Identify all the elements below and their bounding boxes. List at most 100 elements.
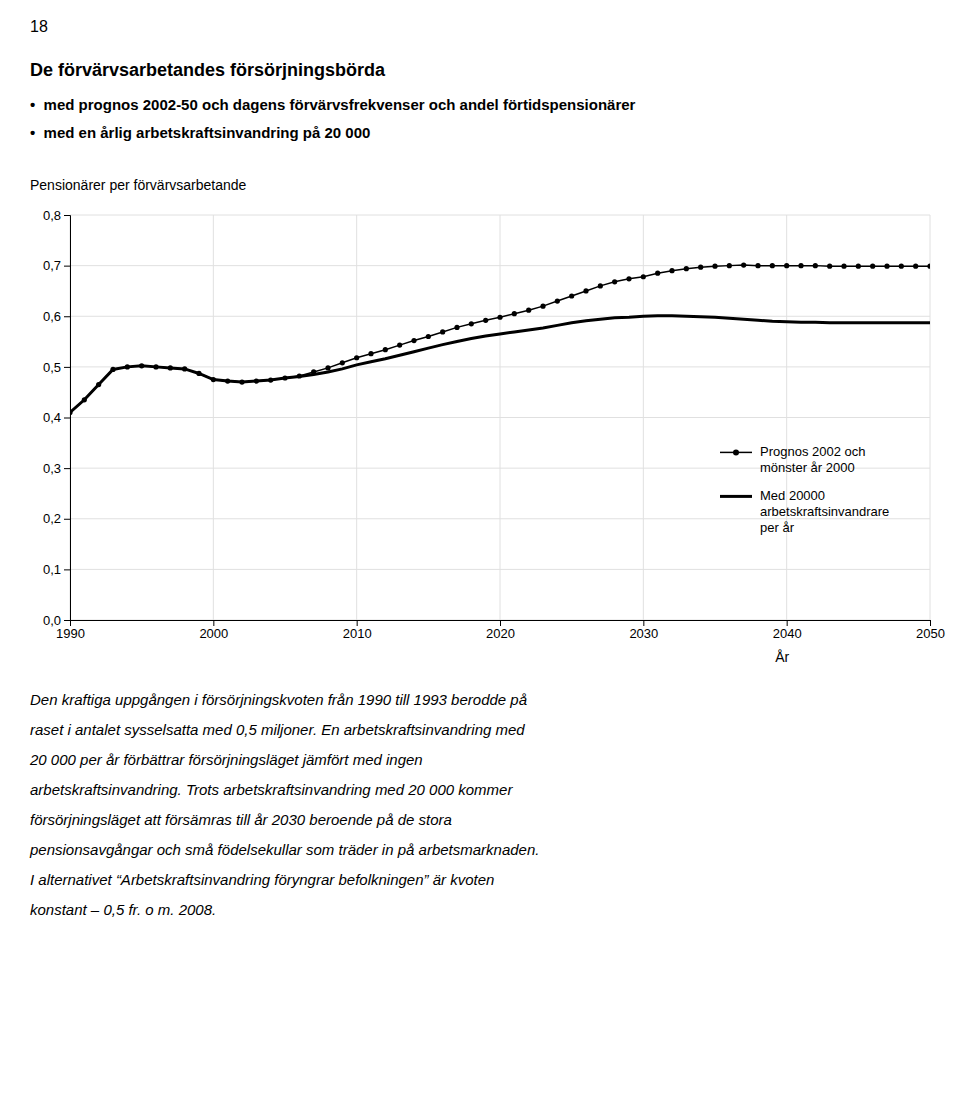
series-point	[268, 377, 273, 382]
series-point	[684, 266, 689, 271]
y-axis-line	[64, 216, 71, 621]
x-axis-title: År	[775, 649, 789, 665]
y-tick: 0,1	[43, 562, 70, 577]
series-point	[741, 263, 746, 268]
series-point	[555, 298, 560, 303]
series-point	[469, 321, 474, 326]
y-tick: 0,0	[43, 613, 70, 628]
series-point	[698, 265, 703, 270]
series-point	[669, 268, 674, 273]
x-tick-label: 1990	[56, 626, 85, 641]
chart: 18De förvärvsarbetandes försörjningsbörd…	[0, 0, 960, 1106]
x-tick-label: 2040	[773, 626, 802, 641]
subtitle: • med prognos 2002-50 och dagens förvärv…	[30, 96, 636, 113]
x-axis: 1990 2000 2010 2020 2030 2040 2050	[56, 620, 945, 641]
series-point	[383, 347, 388, 352]
series-point	[827, 264, 832, 269]
series-point	[397, 343, 402, 348]
x-tick: 2040	[773, 620, 802, 641]
series-point	[727, 263, 732, 268]
legend: Prognos 2002 ochmönster år 2000 Med 20000…	[720, 444, 889, 535]
body-text: försörjningsläget att försämras till år …	[30, 811, 452, 828]
series-point	[813, 263, 818, 268]
series-point	[211, 377, 216, 382]
series-point	[426, 334, 431, 339]
x-tick-mark	[787, 620, 788, 626]
x-tick: 2020	[486, 620, 515, 641]
series-point	[870, 264, 875, 269]
series-point	[655, 271, 660, 276]
y-tick-label: 0,5	[43, 360, 61, 375]
x-tick-mark	[213, 620, 214, 626]
series-point	[340, 360, 345, 365]
series-point	[282, 375, 287, 380]
y-tick-mark	[64, 468, 70, 469]
series-point	[626, 276, 631, 281]
series-point	[254, 378, 259, 383]
series-point	[225, 378, 230, 383]
grid-line-y	[70, 366, 930, 367]
legend-label-line: mönster år 2000	[760, 460, 855, 475]
legend-label: Med 20000arbetskraftsinvandrareper år	[760, 488, 889, 535]
series-point	[784, 263, 789, 268]
y-tick: 0,4	[43, 410, 70, 425]
series-point	[641, 274, 646, 279]
legend-item: Prognos 2002 ochmönster år 2000	[720, 444, 866, 475]
series-point	[440, 329, 445, 334]
grid-line-y	[70, 569, 930, 570]
legend-item: Med 20000arbetskraftsinvandrareper år	[720, 488, 889, 535]
series-point	[325, 365, 330, 370]
y-tick-label: 0,1	[43, 562, 61, 577]
legend-swatch	[720, 495, 752, 498]
series-point	[927, 264, 930, 269]
y-tick-label: 0,2	[43, 511, 61, 526]
legend-label-line: arbetskraftsinvandrare	[760, 504, 889, 519]
legend-label-line: Med 20000	[760, 488, 825, 503]
series-point	[125, 364, 130, 369]
y-tick-mark	[64, 620, 70, 621]
legend-label-line: Prognos 2002 och	[760, 444, 866, 459]
y-tick-label: 0,8	[43, 208, 61, 223]
series-point	[512, 311, 517, 316]
y-tick-label: 0,7	[43, 258, 61, 273]
y-tick: 0,7	[43, 258, 70, 273]
x-tick: 2050	[916, 620, 945, 641]
body-text: Den kraftiga uppgången i försörjningskvo…	[30, 691, 527, 708]
x-tick-label: 2050	[916, 626, 945, 641]
y-tick-mark	[64, 367, 70, 368]
y-tick: 0,6	[43, 309, 70, 324]
series-point	[70, 410, 73, 415]
grid-line-y	[70, 215, 930, 216]
series-point	[899, 264, 904, 269]
series-point	[354, 355, 359, 360]
series-point	[540, 304, 545, 309]
x-tick-label: 2010	[343, 626, 372, 641]
series-point	[913, 264, 918, 269]
series-point	[239, 379, 244, 384]
x-tick-mark	[500, 620, 501, 626]
series-point	[368, 351, 373, 356]
series-point	[712, 264, 717, 269]
series-point	[856, 264, 861, 269]
series-point	[454, 325, 459, 330]
y-tick-mark	[64, 519, 70, 520]
series-point	[297, 373, 302, 378]
body-text: arbetskraftsinvandring. Trots arbetskraf…	[30, 781, 513, 798]
series-point	[182, 366, 187, 371]
y-tick: 0,2	[43, 511, 70, 526]
x-tick-label: 2020	[486, 626, 515, 641]
page-number: 18	[30, 18, 48, 35]
body-text: 20 000 per år förbättrar försörjningsläg…	[29, 751, 423, 768]
series-point	[841, 264, 846, 269]
legend-label-line: per år	[760, 520, 795, 535]
y-tick: 0,8	[43, 208, 70, 223]
subtitle: • med en årlig arbetskraftsinvandring på…	[30, 124, 370, 141]
x-tick: 2030	[629, 620, 658, 641]
series-point	[483, 318, 488, 323]
grid	[70, 215, 930, 620]
x-tick-label: 2000	[199, 626, 228, 641]
y-tick-mark	[64, 316, 70, 317]
series-point	[798, 263, 803, 268]
series-point	[569, 293, 574, 298]
series-point	[755, 263, 760, 268]
